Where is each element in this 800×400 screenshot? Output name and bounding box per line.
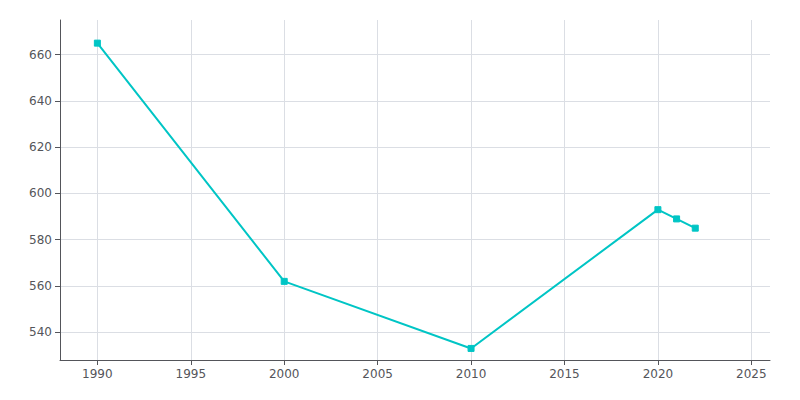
svg-text:2015: 2015 [549,367,580,381]
svg-text:2020: 2020 [643,367,674,381]
svg-text:600: 600 [29,186,52,200]
svg-text:540: 540 [29,325,52,339]
svg-text:1995: 1995 [176,367,207,381]
svg-text:560: 560 [29,279,52,293]
svg-text:660: 660 [29,48,52,62]
svg-text:580: 580 [29,233,52,247]
svg-text:2005: 2005 [362,367,393,381]
svg-text:1990: 1990 [82,367,113,381]
svg-text:640: 640 [29,94,52,108]
svg-text:2010: 2010 [456,367,487,381]
svg-text:2000: 2000 [269,367,300,381]
svg-text:620: 620 [29,140,52,154]
svg-text:2025: 2025 [736,367,767,381]
